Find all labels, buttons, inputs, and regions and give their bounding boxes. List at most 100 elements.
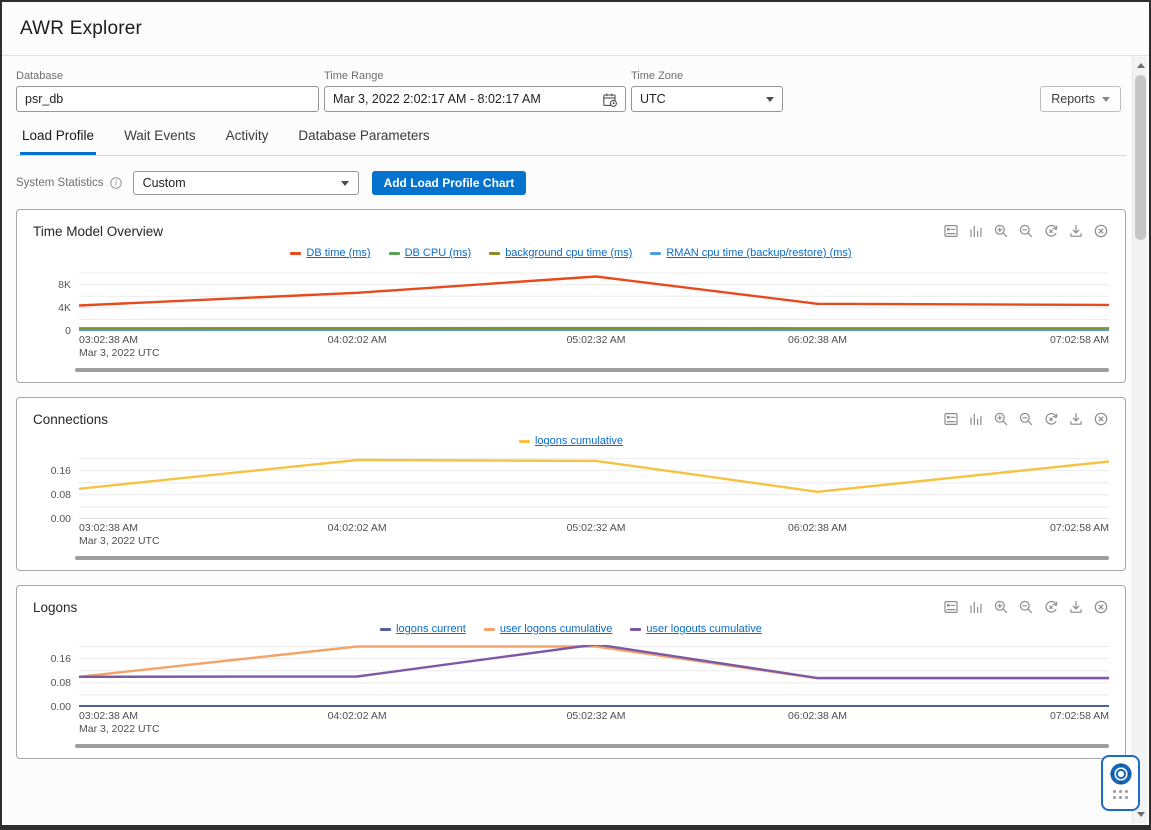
life-ring-help-icon[interactable]	[1109, 762, 1133, 786]
time-zone-select[interactable]: UTC	[631, 86, 783, 112]
x-tick-label: 05:02:32 AM	[567, 710, 626, 722]
y-axis-labels: 04K8K	[33, 269, 79, 331]
vertical-scrollbar[interactable]	[1132, 57, 1147, 823]
zoom-in-icon[interactable]	[993, 599, 1009, 615]
statistics-select[interactable]: Custom	[133, 171, 359, 195]
legend-series-link[interactable]: DB CPU (ms)	[405, 247, 472, 259]
scrollbar-thumb[interactable]	[1135, 75, 1146, 240]
chart-card: Connections logons cumulative 0.000.080.…	[16, 397, 1126, 571]
chevron-down-icon	[1102, 97, 1110, 102]
x-tick-label: 07:02:58 AM	[1050, 334, 1109, 346]
chart-pan-scrollbar[interactable]	[75, 744, 1109, 748]
controls-row: Database psr_db Time Range Mar 3, 2022 2…	[16, 70, 1126, 112]
chart-card-header: Time Model Overview	[33, 223, 1109, 239]
legend-item[interactable]: DB time (ms)	[290, 247, 370, 259]
remove-chart-icon[interactable]	[1093, 411, 1109, 427]
legend-series-link[interactable]: user logons cumulative	[500, 623, 613, 635]
zoom-out-icon[interactable]	[1018, 599, 1034, 615]
legend-item[interactable]: RMAN cpu time (backup/restore) (ms)	[650, 247, 851, 259]
legend-series-link[interactable]: background cpu time (ms)	[505, 247, 632, 259]
y-tick-label: 0.16	[51, 465, 71, 477]
legend-swatch	[489, 252, 500, 255]
reset-zoom-icon[interactable]	[1043, 411, 1059, 427]
chevron-down-icon	[766, 97, 774, 102]
tab-load-profile[interactable]: Load Profile	[20, 128, 96, 155]
chart-card: Time Model Overview DB time (ms) DB CPU (…	[16, 209, 1126, 383]
scroll-up-arrow[interactable]	[1133, 58, 1148, 73]
tab-activity[interactable]: Activity	[224, 128, 271, 155]
legend-series-link[interactable]: DB time (ms)	[306, 247, 370, 259]
chart-plot[interactable]	[79, 269, 1109, 331]
legend-series-link[interactable]: RMAN cpu time (backup/restore) (ms)	[666, 247, 851, 259]
x-tick-label: 05:02:32 AM	[567, 334, 626, 346]
zoom-out-icon[interactable]	[1018, 223, 1034, 239]
y-tick-label: 4K	[58, 302, 71, 314]
bar-chart-icon[interactable]	[968, 599, 984, 615]
reset-zoom-icon[interactable]	[1043, 599, 1059, 615]
tab-database-parameters[interactable]: Database Parameters	[296, 128, 431, 155]
drag-handle-dots[interactable]	[1113, 790, 1128, 799]
legend-item[interactable]: DB CPU (ms)	[389, 247, 472, 259]
remove-chart-icon[interactable]	[1093, 223, 1109, 239]
y-tick-label: 0.00	[51, 513, 71, 525]
series-line	[79, 647, 1109, 679]
legend-icon[interactable]	[943, 223, 959, 239]
chart-plot-row: 0.000.080.16	[33, 457, 1109, 519]
legend-item[interactable]: logons cumulative	[519, 435, 623, 447]
calendar-clock-icon[interactable]	[602, 92, 617, 107]
chart-plot[interactable]	[79, 645, 1109, 707]
info-icon[interactable]: i	[109, 176, 123, 190]
system-statistics-row: System Statistics i Custom Add Load Prof…	[16, 171, 1126, 195]
remove-chart-icon[interactable]	[1093, 599, 1109, 615]
chart-card-header: Connections	[33, 411, 1109, 427]
chart-pan-scrollbar[interactable]	[75, 556, 1109, 560]
download-icon[interactable]	[1068, 223, 1084, 239]
time-range-label: Time Range	[324, 70, 626, 82]
chart-title: Connections	[33, 412, 108, 427]
x-tick-label: 05:02:32 AM	[567, 522, 626, 534]
legend-item[interactable]: user logouts cumulative	[630, 623, 762, 635]
legend-swatch	[389, 252, 400, 255]
chart-toolbar	[943, 599, 1109, 615]
time-range-input[interactable]: Mar 3, 2022 2:02:17 AM - 8:02:17 AM	[324, 86, 626, 112]
download-icon[interactable]	[1068, 599, 1084, 615]
legend-series-link[interactable]: user logouts cumulative	[646, 623, 762, 635]
legend-item[interactable]: logons current	[380, 623, 466, 635]
download-icon[interactable]	[1068, 411, 1084, 427]
help-widget[interactable]	[1101, 755, 1140, 811]
database-input[interactable]: psr_db	[16, 86, 319, 112]
chart-toolbar	[943, 223, 1109, 239]
series-line	[79, 460, 1109, 492]
x-axis-labels: 03:02:38 AMMar 3, 2022 UTC04:02:02 AM05:…	[79, 522, 1109, 549]
x-tick-label: 04:02:02 AM	[328, 334, 387, 346]
tab-wait-events[interactable]: Wait Events	[122, 128, 198, 155]
legend-item[interactable]: background cpu time (ms)	[489, 247, 632, 259]
chart-card-header: Logons	[33, 599, 1109, 615]
reports-button[interactable]: Reports	[1040, 86, 1121, 112]
page-header: AWR Explorer	[2, 2, 1149, 56]
zoom-in-icon[interactable]	[993, 411, 1009, 427]
time-range-field-group: Time Range Mar 3, 2022 2:02:17 AM - 8:02…	[324, 70, 626, 112]
x-tick-label: 04:02:02 AM	[328, 710, 387, 722]
legend-item[interactable]: user logons cumulative	[484, 623, 613, 635]
chart-legend: logons cumulative	[33, 435, 1109, 447]
legend-series-link[interactable]: logons cumulative	[535, 435, 623, 447]
time-zone-field-group: Time Zone UTC	[631, 70, 783, 112]
chart-plot[interactable]	[79, 457, 1109, 519]
reset-zoom-icon[interactable]	[1043, 223, 1059, 239]
zoom-out-icon[interactable]	[1018, 411, 1034, 427]
bar-chart-icon[interactable]	[968, 223, 984, 239]
reports-button-label: Reports	[1051, 92, 1095, 106]
series-line	[79, 277, 1109, 306]
legend-icon[interactable]	[943, 599, 959, 615]
time-zone-value: UTC	[640, 92, 666, 106]
chart-legend: logons current user logons cumulative user…	[33, 623, 1109, 635]
add-load-profile-chart-button[interactable]: Add Load Profile Chart	[372, 171, 527, 195]
legend-series-link[interactable]: logons current	[396, 623, 466, 635]
bar-chart-icon[interactable]	[968, 411, 984, 427]
legend-icon[interactable]	[943, 411, 959, 427]
chart-card: Logons logons current user logons cumulat…	[16, 585, 1126, 759]
zoom-in-icon[interactable]	[993, 223, 1009, 239]
x-axis-subtitle: Mar 3, 2022 UTC	[79, 723, 160, 735]
chart-pan-scrollbar[interactable]	[75, 368, 1109, 372]
